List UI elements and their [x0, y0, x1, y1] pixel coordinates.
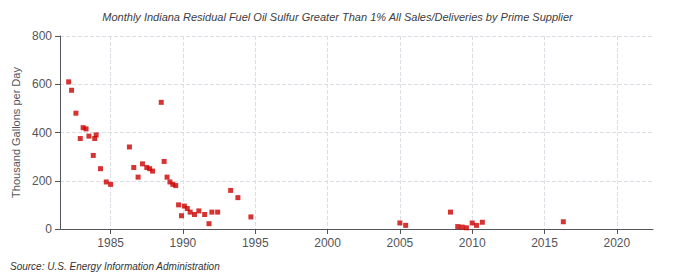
svg-text:1995: 1995	[242, 236, 269, 250]
svg-text:2010: 2010	[459, 236, 486, 250]
svg-text:2015: 2015	[531, 236, 558, 250]
svg-text:800: 800	[32, 29, 52, 43]
svg-text:2020: 2020	[603, 236, 630, 250]
svg-text:Monthly Indiana Residual Fuel: Monthly Indiana Residual Fuel Oil Sulfur…	[102, 11, 574, 23]
svg-text:2000: 2000	[314, 236, 341, 250]
svg-text:1985: 1985	[97, 236, 124, 250]
svg-text:1990: 1990	[170, 236, 197, 250]
svg-text:2005: 2005	[387, 236, 414, 250]
svg-text:400: 400	[32, 126, 52, 140]
svg-text:Source: U.S. Energy Informatio: Source: U.S. Energy Information Administ…	[10, 261, 220, 272]
svg-text:200: 200	[32, 174, 52, 188]
svg-text:600: 600	[32, 77, 52, 91]
svg-text:Thousand Gallons per Day: Thousand Gallons per Day	[10, 67, 22, 198]
svg-text:0: 0	[45, 222, 52, 236]
